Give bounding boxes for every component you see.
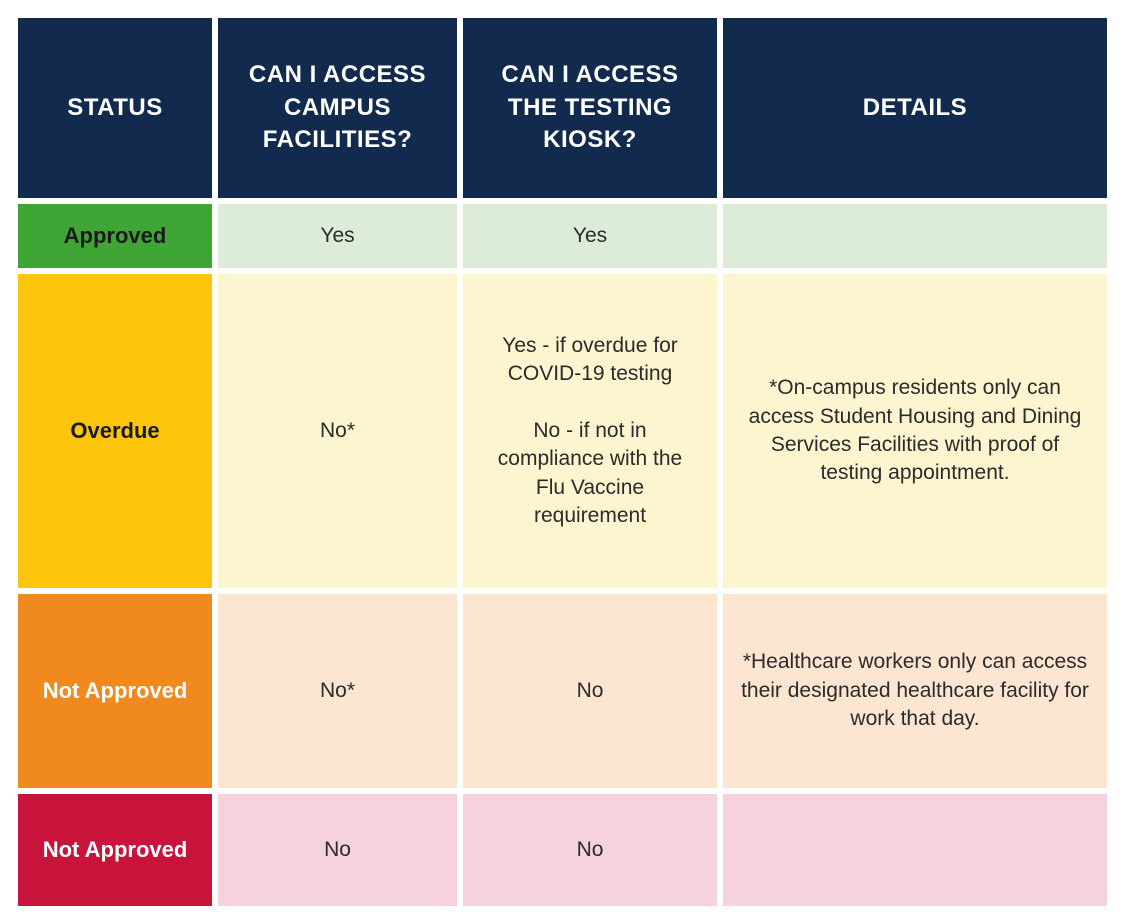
details-cell	[720, 791, 1110, 909]
header-kiosk: CAN I ACCESS THE TESTING KIOSK?	[460, 15, 720, 201]
campus-cell: No	[215, 791, 460, 909]
status-cell-approved: Approved	[15, 201, 215, 271]
table-row: Approved Yes Yes	[15, 201, 1110, 271]
status-cell-not-approved-red: Not Approved	[15, 791, 215, 909]
campus-cell: No*	[215, 591, 460, 791]
campus-cell: Yes	[215, 201, 460, 271]
kiosk-cell: No	[460, 591, 720, 791]
status-cell-not-approved-orange: Not Approved	[15, 591, 215, 791]
status-cell-overdue: Overdue	[15, 271, 215, 591]
header-status: STATUS	[15, 15, 215, 201]
header-details: DETAILS	[720, 15, 1110, 201]
table-header-row: STATUS CAN I ACCESS CAMPUS FACILITIES? C…	[15, 15, 1110, 201]
header-campus: CAN I ACCESS CAMPUS FACILITIES?	[215, 15, 460, 201]
details-cell	[720, 201, 1110, 271]
status-access-table: STATUS CAN I ACCESS CAMPUS FACILITIES? C…	[15, 15, 1110, 909]
kiosk-cell: Yes - if overdue for COVID-19 testing No…	[460, 271, 720, 591]
table-row: Not Approved No* No *Healthcare workers …	[15, 591, 1110, 791]
table-row: Overdue No* Yes - if overdue for COVID-1…	[15, 271, 1110, 591]
details-cell: *Healthcare workers only can access thei…	[720, 591, 1110, 791]
table-row: Not Approved No No	[15, 791, 1110, 909]
kiosk-cell: No	[460, 791, 720, 909]
details-cell: *On-campus residents only can access Stu…	[720, 271, 1110, 591]
campus-cell: No*	[215, 271, 460, 591]
kiosk-cell: Yes	[460, 201, 720, 271]
